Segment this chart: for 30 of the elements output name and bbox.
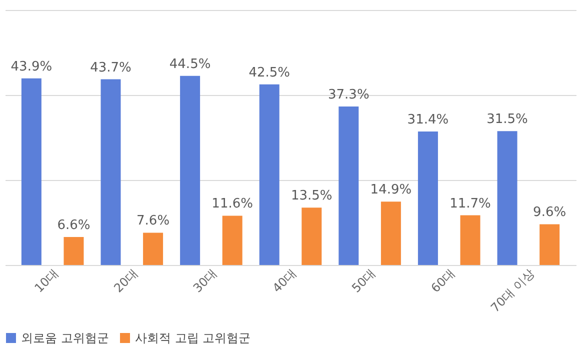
bar xyxy=(21,78,42,265)
bar xyxy=(100,79,121,265)
bar xyxy=(180,76,200,265)
legend-label: 외로움 고위험군 xyxy=(21,331,109,345)
data-label: 31.4% xyxy=(407,112,449,128)
bar xyxy=(418,132,438,265)
bar xyxy=(143,232,164,265)
data-label: 43.9% xyxy=(10,59,52,74)
data-label: 7.6% xyxy=(136,214,170,229)
data-label: 31.5% xyxy=(486,112,528,128)
data-label: 14.9% xyxy=(370,182,412,198)
bar xyxy=(64,236,84,265)
data-label: 11.6% xyxy=(212,196,253,212)
bar xyxy=(302,208,322,265)
bar xyxy=(338,106,359,265)
data-label: 13.5% xyxy=(290,188,332,204)
data-label: 9.6% xyxy=(533,205,566,220)
bar xyxy=(460,215,480,265)
data-label: 6.6% xyxy=(57,218,90,233)
bar xyxy=(540,224,560,265)
bar xyxy=(222,216,242,265)
data-label: 11.7% xyxy=(450,196,491,212)
bar xyxy=(259,84,280,265)
legend-label: 사회적 고립 고위험군 xyxy=(135,331,251,345)
bar xyxy=(497,131,518,265)
data-label: 44.5% xyxy=(169,56,211,72)
bar xyxy=(380,202,401,265)
data-label: 37.3% xyxy=(328,87,370,102)
data-label: 42.5% xyxy=(248,65,290,80)
data-label: 43.7% xyxy=(90,60,132,76)
